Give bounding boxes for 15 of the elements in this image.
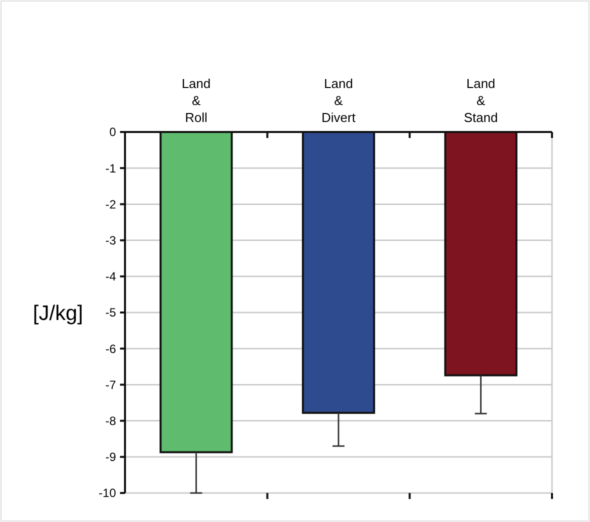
- y-tick-label: -9: [105, 450, 116, 464]
- y-tick-label: -7: [105, 378, 116, 392]
- y-axis-title: [J/kg]: [32, 302, 84, 325]
- y-tick-label: -3: [105, 234, 116, 248]
- x-tick-label: Land & Divert: [322, 76, 356, 125]
- y-tick-label: -8: [105, 414, 116, 428]
- x-tick-label: Land & Stand: [464, 76, 498, 125]
- y-tick-label: 0: [109, 125, 116, 140]
- y-tick-label: -4: [105, 270, 116, 284]
- y-tick-label: -5: [105, 306, 116, 320]
- y-tick-label: -1: [105, 161, 116, 176]
- y-tick-label: -2: [105, 197, 116, 212]
- y-tick-label: -6: [105, 342, 116, 356]
- y-tick-label: -10: [98, 486, 116, 500]
- x-tick-label: Land & Roll: [182, 76, 211, 125]
